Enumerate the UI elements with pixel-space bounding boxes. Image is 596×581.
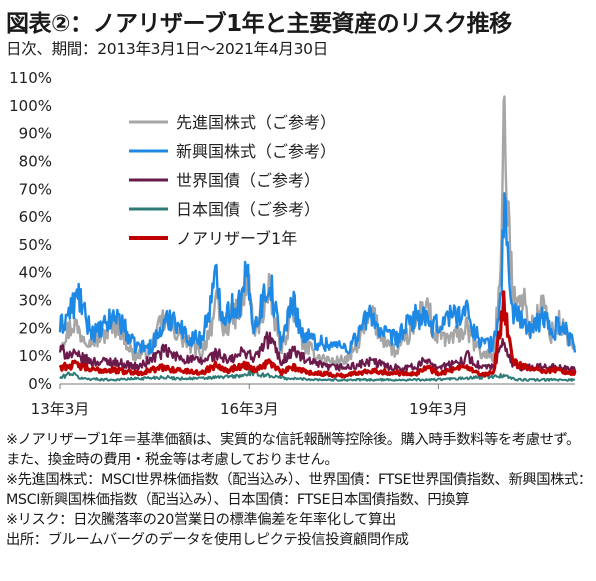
y-tick-label: 60% <box>19 208 52 226</box>
y-tick-label: 100% <box>9 97 52 115</box>
risk-line-chart: 0% 10% 20% 30% 40% 50% 60% 70% 80% 90% 100% 110% 13… <box>9 69 577 418</box>
footnote-risk-definition: ※リスク：日次騰落率の20営業日の標準偏差を年率化して算出 <box>6 512 396 528</box>
series-line <box>58 192 577 355</box>
chart-subtitle: 日次、期間：2013年3月1日～2021年4月30日 <box>6 40 328 58</box>
y-tick-label: 80% <box>19 152 52 170</box>
x-tick-label: 13年3月 <box>31 400 90 418</box>
y-tick-label: 20% <box>19 319 52 337</box>
series-line <box>58 95 577 367</box>
footnote-source: 出所：ブルームバーグのデータを使用しピクテ投信投資顧問作成 <box>6 532 409 548</box>
series-line <box>59 369 576 382</box>
x-tick-label: 16年3月 <box>220 400 279 418</box>
x-tick-label: 19年3月 <box>409 400 468 418</box>
y-tick-label: 50% <box>19 236 52 254</box>
series-line <box>58 290 577 379</box>
y-tick-label: 70% <box>19 180 52 198</box>
y-tick-label: 30% <box>19 292 52 310</box>
series-layer <box>58 95 577 382</box>
x-axis: 13年3月 16年3月 19年3月 <box>31 383 575 418</box>
y-axis: 0% 10% 20% 30% 40% 50% 60% 70% 80% 90% 100% 110% <box>9 69 52 393</box>
y-tick-label: 90% <box>19 125 52 143</box>
legend-label: 新興国株式（ご参考） <box>176 142 336 161</box>
footnotes: ※ノアリザーブ1年＝基準価額は、実質的な信託報酬等控除後。購入時手数料等を考慮せ… <box>6 430 592 550</box>
legend-label: 世界国債（ご参考） <box>176 171 320 190</box>
legend-label: 日本国債（ご参考） <box>176 200 320 219</box>
y-tick-label: 110% <box>9 69 52 87</box>
chart-title: 図表②：ノアリザーブ1年と主要資産のリスク推移 <box>6 11 512 37</box>
legend-label: 先進国株式（ご参考） <box>176 113 336 132</box>
footnote-indices: ※先進国株式：MSCI世界株価指数（配当込み）、世界国債：FTSE世界国債指数、… <box>6 472 592 508</box>
legend: 先進国株式（ご参考） 新興国株式（ご参考） 世界国債（ご参考） 日本国債（ご参考） ノア… <box>129 113 336 248</box>
series-line <box>58 331 577 374</box>
footnote-noah-reserve: ※ノアリザーブ1年＝基準価額は、実質的な信託報酬等控除後。購入時手数料等を考慮せ… <box>6 432 580 468</box>
y-tick-label: 0% <box>28 375 52 393</box>
legend-label: ノアリザーブ1年 <box>176 229 297 248</box>
y-tick-label: 40% <box>19 264 52 282</box>
y-tick-label: 10% <box>19 347 52 365</box>
